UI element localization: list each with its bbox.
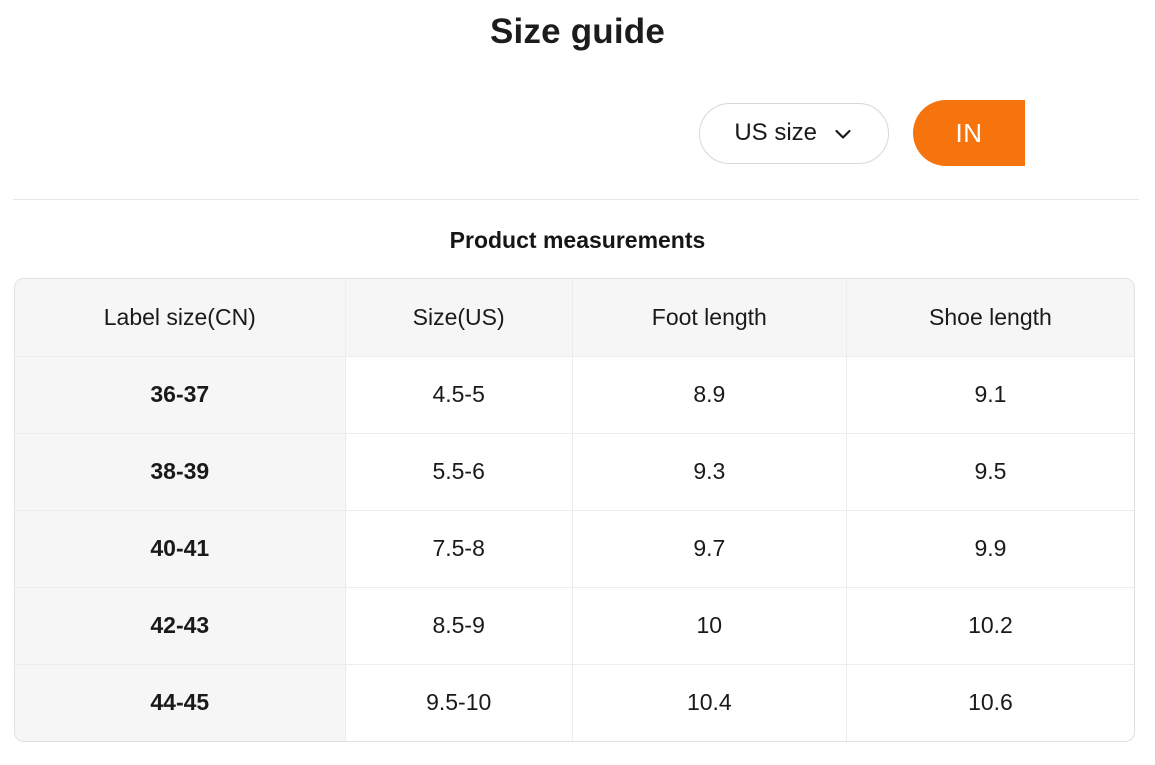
table-row: 42-43 8.5-9 10 10.2 (15, 586, 1134, 665)
value-cell: 9.7 (571, 509, 847, 588)
table-row: 40-41 7.5-8 9.7 9.9 (15, 509, 1134, 588)
column-header: Foot length (571, 279, 847, 357)
controls-row: US size IN (0, 100, 1155, 166)
value-cell: 9.5 (845, 432, 1134, 511)
value-cell: 4.5-5 (344, 355, 573, 434)
value-cell: 10.2 (845, 586, 1134, 665)
value-cell: 9.1 (845, 355, 1134, 434)
label-size-cell: 40-41 (15, 509, 346, 588)
label-size-cell: 36-37 (15, 355, 346, 434)
unit-toggle-in-button[interactable]: IN (913, 100, 1025, 166)
value-cell: 7.5-8 (344, 509, 573, 588)
value-cell: 9.9 (845, 509, 1134, 588)
value-cell: 8.9 (571, 355, 847, 434)
size-standard-label: US size (734, 119, 817, 146)
section-heading: Product measurements (449, 227, 706, 253)
table-row: 38-39 5.5-6 9.3 9.5 (15, 432, 1134, 511)
divider (13, 199, 1139, 200)
size-standard-dropdown[interactable]: US size (699, 102, 889, 164)
table-body: 36-37 4.5-5 8.9 9.1 38-39 5.5-6 9.3 9.5 40-41 7.5… (15, 355, 1134, 741)
column-header: Shoe length (845, 279, 1134, 357)
value-cell: 10.4 (571, 663, 847, 741)
table-row: 44-45 9.5-10 10.4 10.6 (15, 663, 1134, 741)
value-cell: 9.5-10 (344, 663, 573, 741)
value-cell: 10 (571, 586, 847, 665)
value-cell: 5.5-6 (344, 432, 573, 511)
label-size-cell: 42-43 (15, 586, 346, 665)
label-size-cell: 44-45 (15, 663, 346, 741)
column-header: Label size(CN) (15, 279, 346, 357)
table-header-row: Label size(CN) Size(US) Foot length Shoe le… (15, 279, 1134, 357)
value-cell: 8.5-9 (344, 586, 573, 665)
value-cell: 9.3 (571, 432, 847, 511)
column-header: Size(US) (344, 279, 573, 357)
size-table: Label size(CN) Size(US) Foot length Shoe le… (14, 278, 1135, 742)
label-size-cell: 38-39 (15, 432, 346, 511)
chevron-down-icon (832, 123, 854, 145)
table-row: 36-37 4.5-5 8.9 9.1 (15, 355, 1134, 434)
value-cell: 10.6 (845, 663, 1134, 741)
page-title: Size guide (489, 12, 666, 51)
